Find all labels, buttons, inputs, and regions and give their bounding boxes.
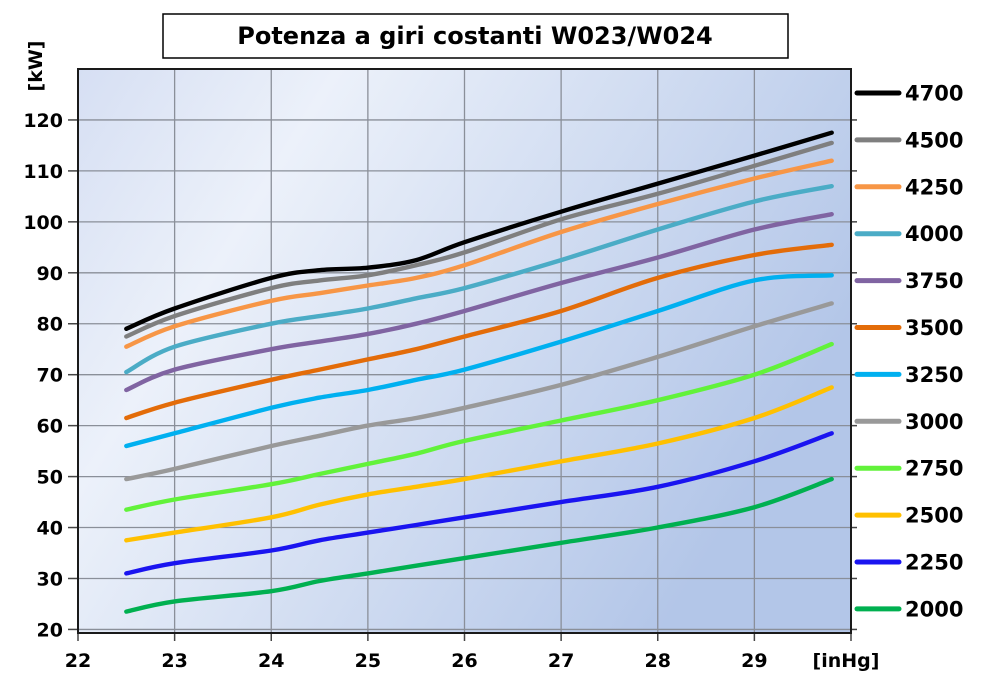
- series-line-3750: [124, 212, 834, 393]
- x-tick-label: 25: [355, 650, 381, 672]
- y-axis-unit-label: [kW]: [25, 41, 47, 92]
- legend-item-3000: 3000: [854, 410, 963, 434]
- y-tick-label: 60: [37, 416, 63, 438]
- legend-item-2000: 2000: [854, 597, 963, 621]
- y-axis-labels: 20 30 40 50 60 70 80 90 100 110 120: [23, 110, 63, 641]
- series-line-4000: [124, 184, 834, 375]
- x-axis-unit-label: [inHg]: [813, 650, 880, 672]
- series-line-4250: [124, 158, 834, 349]
- series-line-3250: [124, 273, 834, 449]
- series-line-2500: [124, 385, 834, 543]
- y-tick-label: 40: [37, 518, 63, 540]
- legend-label-4250: 4250: [905, 175, 963, 199]
- legend-item-2750: 2750: [854, 457, 963, 481]
- series-lines: [124, 130, 834, 614]
- y-tick-label: 100: [23, 212, 63, 234]
- legend-label-4500: 4500: [905, 128, 963, 152]
- axis-ticks: [68, 119, 857, 641]
- chart-title-box: [162, 13, 789, 59]
- y-tick-label: 120: [23, 110, 63, 132]
- legend-label-4000: 4000: [905, 222, 963, 246]
- legend-item-3750: 3750: [854, 269, 963, 293]
- legend-label-4700: 4700: [905, 82, 963, 106]
- series-line-4700: [124, 130, 834, 331]
- x-tick-label: 22: [65, 650, 91, 672]
- series-line-2250: [124, 431, 834, 576]
- x-tick-label: 26: [451, 650, 477, 672]
- legend-item-3250: 3250: [854, 363, 963, 387]
- y-tick-label: 50: [37, 467, 63, 489]
- x-tick-label: 24: [258, 650, 284, 672]
- plot-area-border: [77, 68, 852, 634]
- legend-item-2500: 2500: [854, 504, 963, 528]
- y-tick-label: 30: [37, 568, 63, 590]
- x-tick-label: 29: [741, 650, 767, 672]
- legend-label-2000: 2000: [905, 597, 963, 621]
- y-tick-label: 110: [23, 161, 63, 183]
- legend-item-4250: 4250: [854, 175, 963, 199]
- series-line-2000: [124, 476, 834, 614]
- x-tick-label: 27: [548, 650, 574, 672]
- y-tick-label: 20: [37, 619, 63, 641]
- legend-item-2250: 2250: [854, 551, 963, 575]
- x-tick-label: 23: [161, 650, 187, 672]
- x-tick-label: 28: [645, 650, 671, 672]
- series-line-4500: [124, 140, 834, 339]
- x-axis-labels: 22 23 24 25 26 27 28 29: [65, 650, 768, 672]
- legend-label-3500: 3500: [905, 316, 963, 340]
- legend-label-2500: 2500: [905, 504, 963, 528]
- series-line-3000: [124, 301, 834, 482]
- legend-item-4000: 4000: [854, 222, 963, 246]
- y-tick-label: 90: [37, 263, 63, 285]
- chart-title: Potenza a giri costanti W023/W024: [237, 22, 713, 50]
- legend-label-2750: 2750: [905, 457, 963, 481]
- legend: 4700 4500 4250 4000 3750 3500 3250 3000 2750 2500…: [854, 82, 963, 621]
- legend-label-3000: 3000: [905, 410, 963, 434]
- y-tick-label: 70: [37, 365, 63, 387]
- y-tick-label: 80: [37, 314, 63, 336]
- legend-item-4500: 4500: [854, 128, 963, 152]
- series-line-2750: [124, 341, 834, 512]
- legend-label-3750: 3750: [905, 269, 963, 293]
- legend-item-4700: 4700: [854, 82, 963, 106]
- series-line-3500: [124, 242, 834, 421]
- legend-item-3500: 3500: [854, 316, 963, 340]
- legend-label-3250: 3250: [905, 363, 963, 387]
- legend-label-2250: 2250: [905, 551, 963, 575]
